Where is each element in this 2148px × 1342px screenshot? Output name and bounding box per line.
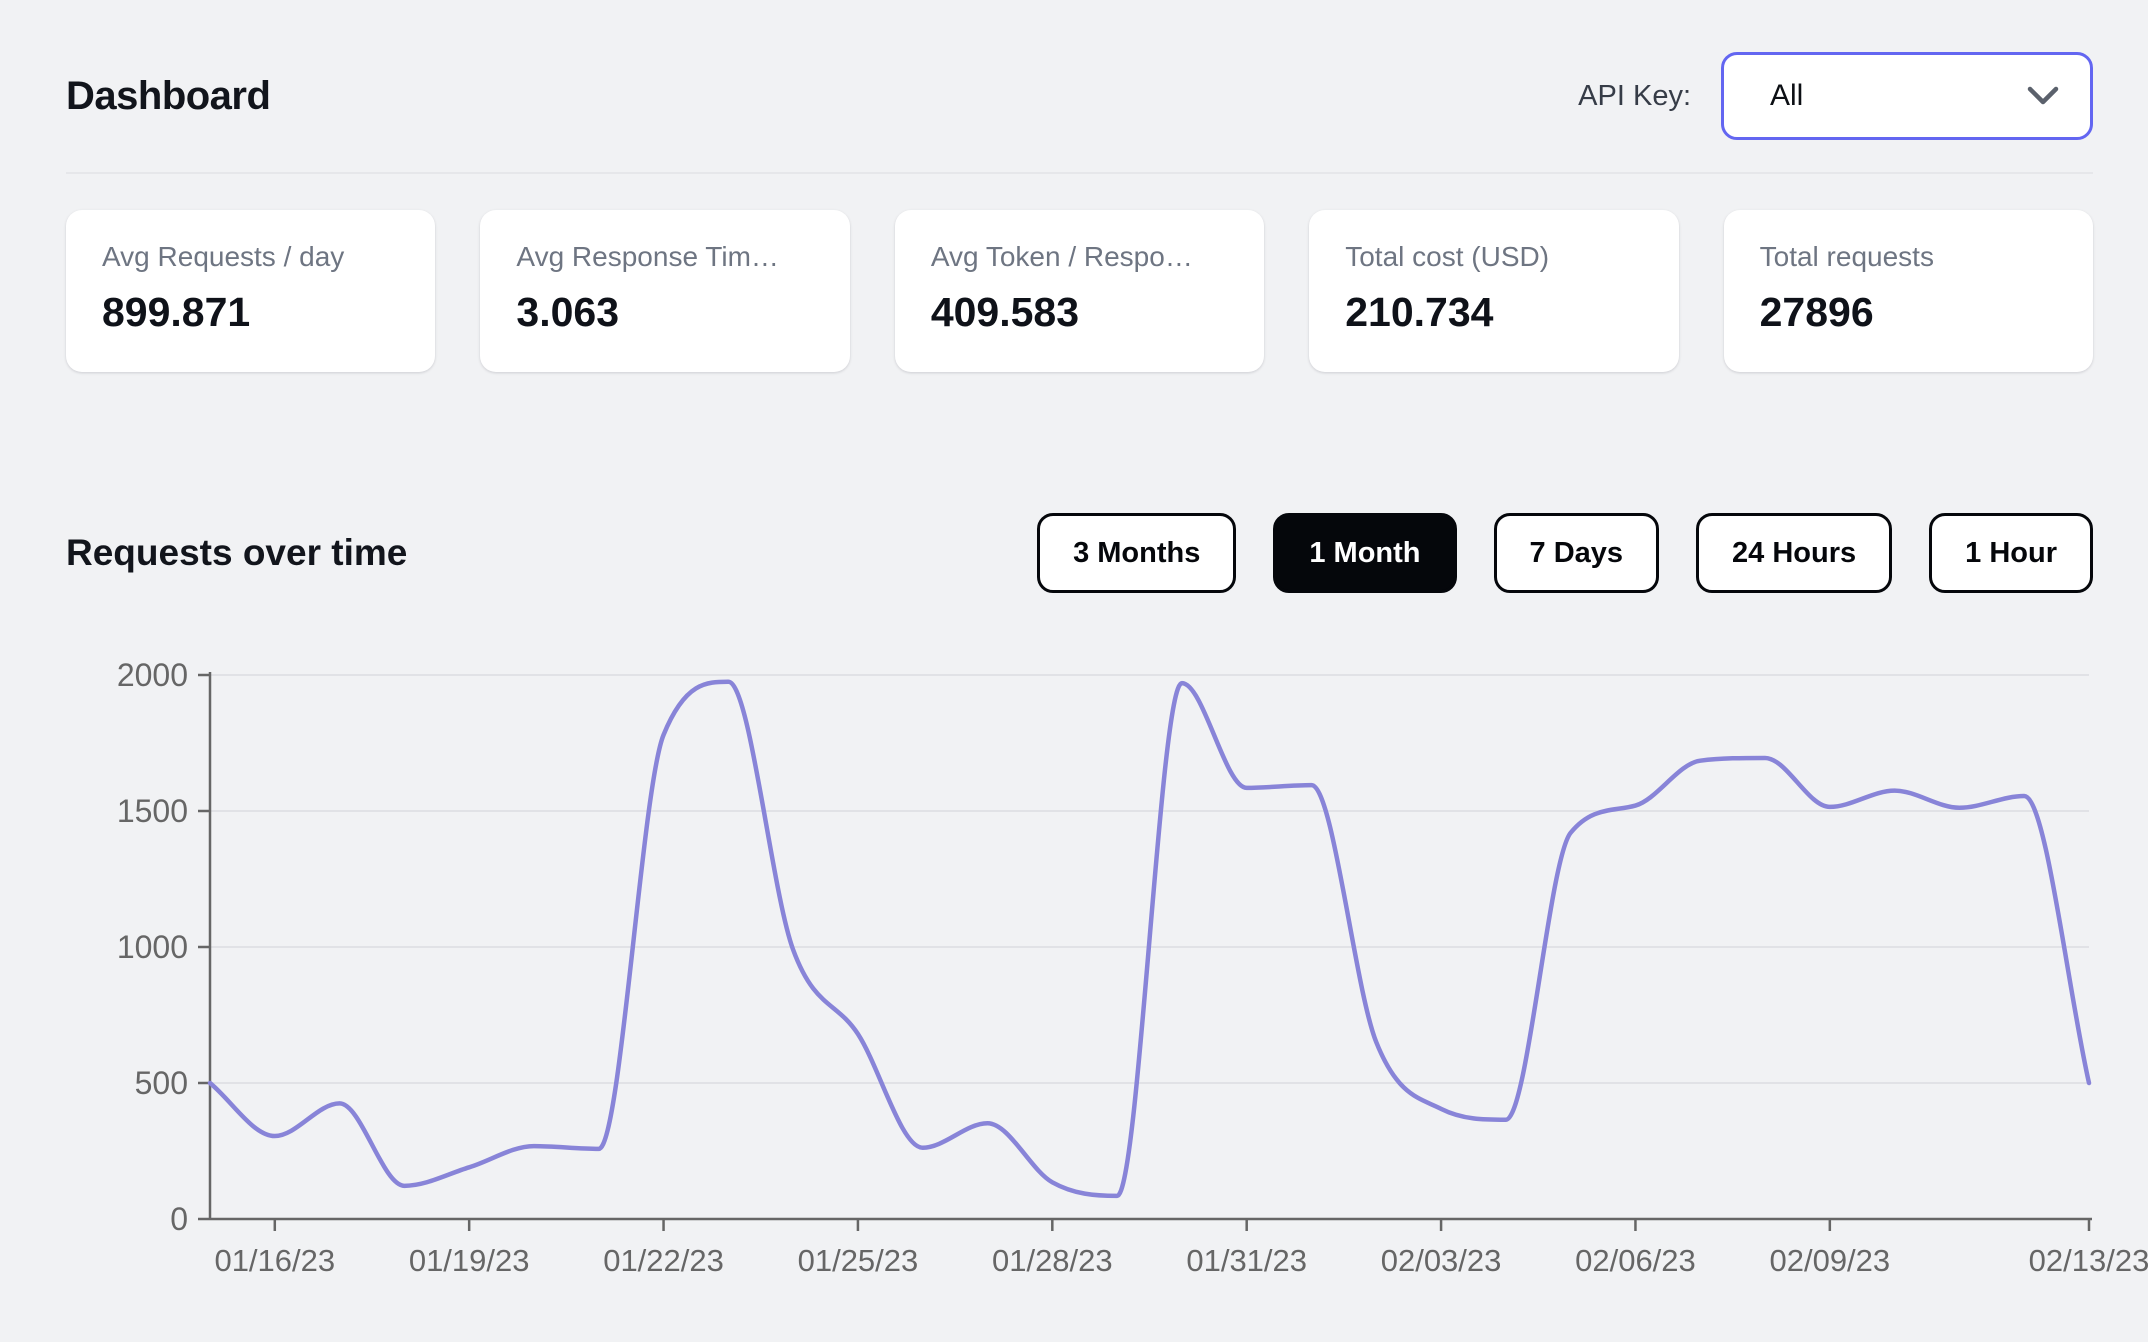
api-key-selected-value: All [1770, 79, 1804, 112]
svg-text:01/16/23: 01/16/23 [214, 1243, 335, 1278]
api-key-select[interactable]: All [1721, 52, 2093, 140]
page-header: Dashboard API Key: All [66, 0, 2093, 140]
svg-text:1500: 1500 [117, 793, 188, 829]
svg-text:02/09/23: 02/09/23 [1769, 1243, 1890, 1278]
svg-text:01/25/23: 01/25/23 [798, 1243, 919, 1278]
svg-text:01/22/23: 01/22/23 [603, 1243, 724, 1278]
range-button[interactable]: 24 Hours [1696, 513, 1893, 593]
stat-card-avg-response-time: Avg Response Tim… 3.063 [480, 210, 850, 372]
svg-text:01/31/23: 01/31/23 [1186, 1243, 1307, 1278]
range-button[interactable]: 1 Month [1273, 513, 1457, 593]
stat-value: 210.734 [1345, 289, 1494, 335]
stat-label: Avg Requests / day [102, 241, 345, 272]
api-key-label: API Key: [1578, 79, 1691, 112]
stat-value: 409.583 [930, 289, 1080, 335]
stat-cards: Avg Requests / day 899.871 Avg Response … [66, 210, 2094, 372]
stat-value: 899.871 [102, 289, 251, 335]
svg-text:02/06/23: 02/06/23 [1575, 1243, 1696, 1278]
chevron-down-icon [2027, 86, 2059, 105]
range-button[interactable]: 3 Months [1037, 513, 1237, 593]
svg-text:0: 0 [170, 1201, 188, 1237]
time-range-buttons: 3 Months 1 Month 7 Days 24 Hours 1 Hour [1037, 513, 2093, 593]
stat-card-total-requests: Total requests 27896 [1723, 210, 2094, 372]
header-divider [66, 172, 2093, 174]
stat-label: Total requests [1759, 241, 1934, 272]
stat-value: 27896 [1759, 289, 1874, 335]
svg-text:02/13/23: 02/13/23 [2029, 1243, 2148, 1278]
stat-card-avg-token: Avg Token / Respo… 409.583 [894, 210, 1265, 372]
stat-label: Avg Response Tim… [516, 241, 779, 272]
range-button[interactable]: 7 Days [1493, 513, 1660, 593]
range-button[interactable]: 1 Hour [1929, 513, 2093, 593]
page-title: Dashboard [66, 73, 271, 118]
stat-card-avg-requests: Avg Requests / day 899.871 [66, 210, 436, 372]
api-key-control: API Key: All [1578, 52, 2093, 140]
svg-text:2000: 2000 [117, 657, 188, 693]
stat-label: Avg Token / Respo… [930, 241, 1193, 272]
section-title: Requests over time [66, 532, 408, 573]
svg-text:01/19/23: 01/19/23 [409, 1243, 530, 1278]
chart-section-header: Requests over time 3 Months 1 Month 7 Da… [66, 513, 2093, 593]
svg-text:500: 500 [135, 1065, 188, 1101]
stat-value: 3.063 [516, 289, 620, 335]
svg-text:01/28/23: 01/28/23 [992, 1243, 1113, 1278]
stat-label: Total cost (USD) [1345, 241, 1550, 272]
stat-card-total-cost: Total cost (USD) 210.734 [1309, 210, 1679, 372]
svg-text:1000: 1000 [117, 929, 188, 965]
svg-text:02/03/23: 02/03/23 [1381, 1243, 1502, 1278]
requests-over-time-chart: 0 500 1000 1500 2000 01/16/23 01/19/23 01/22/23… [117, 657, 2148, 1278]
